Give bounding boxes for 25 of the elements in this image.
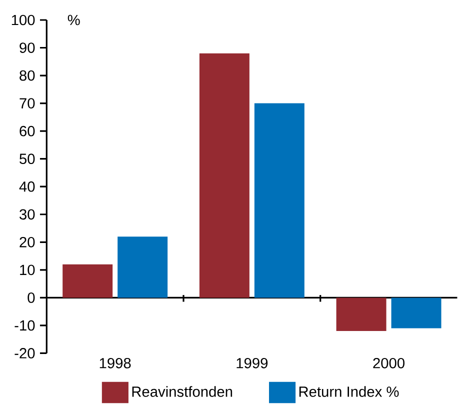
legend-label: Return Index % (299, 386, 399, 398)
y-tick-label: 100 (12, 15, 35, 26)
y-tick-label: 50 (20, 154, 35, 164)
bar (254, 104, 304, 298)
y-tick-label: 40 (19, 182, 35, 192)
y-tick-label: -10 (14, 320, 35, 331)
bar (118, 236, 168, 298)
bar (391, 298, 442, 328)
y-tick-label: 0 (28, 292, 35, 304)
bar (199, 54, 250, 298)
y-axis-title: % (68, 15, 80, 26)
y-tick-label: -20 (14, 348, 35, 359)
x-tick-label: 1999 (236, 358, 268, 369)
legend-label: Reavinstfonden (132, 386, 232, 398)
y-tick-label: 10 (20, 264, 35, 276)
y-tick-label: 20 (20, 237, 35, 248)
y-tick-label: 60 (20, 126, 35, 136)
bar (62, 264, 113, 298)
y-tick-label: 70 (20, 98, 35, 109)
x-tick-label: 2000 (373, 358, 404, 369)
y-tick-label: 80 (20, 70, 35, 81)
bar (336, 298, 386, 332)
y-tick-label: 90 (20, 42, 35, 54)
x-tick-label: 1998 (100, 358, 131, 369)
y-tick-label: 30 (20, 209, 35, 220)
